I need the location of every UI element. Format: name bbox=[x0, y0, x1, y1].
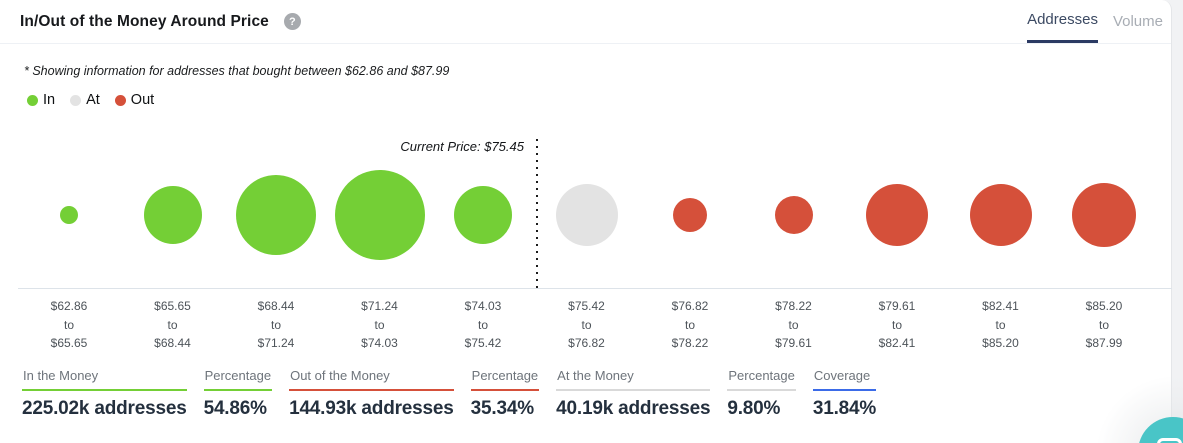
bubble-chart: Current Price: $75.45 $62.86 to $65.65 $65.… bbox=[0, 130, 1172, 350]
x-axis-label: $76.82 to $78.22 bbox=[671, 299, 709, 351]
bubble-in[interactable] bbox=[334, 170, 425, 260]
x-axis-label: $79.61 to $82.41 bbox=[878, 299, 916, 351]
stat-label: Out of the Money bbox=[289, 368, 454, 391]
x-axis-label: $65.65 to $68.44 bbox=[154, 299, 191, 351]
legend-label: Out bbox=[130, 92, 155, 108]
bubble-out[interactable] bbox=[673, 198, 707, 232]
stat-percentage: Percentage 9.80% bbox=[727, 368, 796, 420]
stat-label: In the Money bbox=[22, 368, 187, 391]
x-axis-label: $82.41 to $85.20 bbox=[982, 299, 1019, 351]
stat-value: 9.80% bbox=[727, 398, 781, 419]
stat-value: 40.19k addresses bbox=[556, 398, 711, 419]
bubble-out[interactable] bbox=[866, 184, 928, 246]
legend-item-at[interactable]: At bbox=[70, 92, 100, 108]
tab-volume[interactable]: Volume bbox=[1112, 12, 1163, 30]
widget-header: In/Out of the Money Around Price ? Addre… bbox=[0, 0, 1171, 44]
stat-value: 144.93k addresses bbox=[289, 398, 454, 419]
stat-out-of-the-money: Out of the Money 144.93k addresses bbox=[289, 368, 454, 420]
x-axis-label: $85.20 to $87.99 bbox=[1085, 299, 1123, 351]
stat-label: At the Money bbox=[556, 368, 711, 391]
bubble-in[interactable] bbox=[60, 206, 78, 224]
stat-value: 31.84% bbox=[812, 398, 877, 419]
tab-bar: Addresses Volume bbox=[1027, 0, 1163, 44]
range-note: * Showing information for addresses that… bbox=[24, 64, 450, 78]
bubble-out[interactable] bbox=[969, 184, 1032, 246]
legend-label: At bbox=[86, 92, 100, 108]
page-title: In/Out of the Money Around Price bbox=[20, 12, 269, 30]
bubble-in[interactable] bbox=[454, 186, 512, 244]
legend-dot-icon bbox=[114, 94, 126, 106]
legend-item-in[interactable]: In bbox=[27, 92, 55, 108]
x-axis-label: $71.24 to $74.03 bbox=[361, 299, 398, 351]
stat-coverage: Coverage 31.84% bbox=[812, 368, 877, 420]
stat-in-the-money: In the Money 225.02k addresses bbox=[22, 368, 187, 420]
bubble-in[interactable] bbox=[143, 186, 202, 244]
x-axis-label: $74.03 to $75.42 bbox=[464, 299, 502, 351]
chat-bubble-icon bbox=[1157, 438, 1182, 443]
chart-legend: In At Out bbox=[27, 92, 154, 108]
x-axis-label: $62.86 to $65.65 bbox=[50, 299, 88, 351]
legend-dot-icon bbox=[27, 94, 38, 106]
bubble-out[interactable] bbox=[1072, 183, 1136, 247]
stat-value: 54.86% bbox=[203, 398, 267, 419]
x-axis-label: $78.22 to $79.61 bbox=[775, 299, 812, 351]
x-axis-label: $75.42 to $76.82 bbox=[568, 299, 605, 351]
bubble-in[interactable] bbox=[236, 175, 316, 255]
stat-label: Percentage bbox=[470, 368, 540, 391]
stat-label: Percentage bbox=[727, 368, 796, 391]
current-price-dotted-line bbox=[536, 139, 538, 289]
stat-percentage: Percentage 35.34% bbox=[470, 368, 540, 420]
bubble-at[interactable] bbox=[555, 184, 618, 246]
stat-label: Percentage bbox=[203, 368, 273, 391]
help-icon[interactable]: ? bbox=[283, 13, 301, 30]
x-axis-label: $68.44 to $71.24 bbox=[257, 299, 295, 351]
stat-at-the-money: At the Money 40.19k addresses bbox=[556, 368, 711, 420]
x-axis-line bbox=[18, 288, 1172, 289]
bubble-out[interactable] bbox=[774, 196, 813, 234]
stat-percentage: Percentage 54.86% bbox=[203, 368, 273, 420]
stat-value: 225.02k addresses bbox=[22, 398, 187, 419]
tab-addresses[interactable]: Addresses bbox=[1027, 0, 1098, 43]
stat-label: Coverage bbox=[812, 368, 877, 391]
legend-dot-icon bbox=[70, 94, 82, 106]
summary-stats: In the Money 225.02k addresses Percentage 5… bbox=[22, 368, 876, 420]
stat-value: 35.34% bbox=[470, 398, 534, 419]
legend-label: In bbox=[43, 92, 56, 108]
current-price-label: Current Price: $75.45 bbox=[400, 139, 524, 154]
legend-item-out[interactable]: Out bbox=[114, 92, 155, 108]
